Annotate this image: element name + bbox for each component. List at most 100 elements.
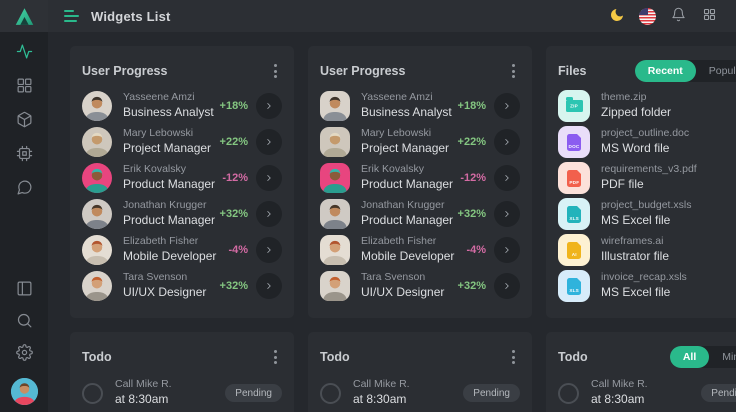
user-name: Jonathan Krugger [123,199,207,212]
content: User Progress Yasseene Amzi Business Anal… [48,32,736,412]
flag-us-icon[interactable] [639,7,656,25]
file-icon: AI [567,241,581,259]
user-detail-button[interactable] [494,93,520,119]
user-photo [320,163,350,193]
todo-title: Call Mike R. [353,378,410,391]
file-name: invoice_recap.xsls [601,271,687,284]
chevron-right-icon [264,243,274,258]
sidebar-item-chat[interactable] [9,175,39,203]
sidebar-item-activity[interactable] [9,39,39,67]
todo-checkbox[interactable] [320,382,341,404]
apps-grid-button[interactable] [700,7,718,25]
user-role: Mobile Developer [361,249,455,264]
card-menu-button[interactable] [269,60,282,81]
user-detail-button[interactable] [494,201,520,227]
file-type: MS Word file [601,141,670,156]
user-role: Project Manager [123,141,212,156]
filter-popular-button[interactable]: Popular [696,60,736,82]
todo-time: at 8:30am [353,392,407,407]
change-percent: -12% [460,172,486,184]
todo-list: Call Mike R.at 8:30amPendingFinish docum… [82,374,282,412]
user-photo [320,127,350,157]
chevron-right-icon [264,99,274,114]
user-detail-button[interactable] [256,201,282,227]
user-photo [320,271,350,301]
user-detail-button[interactable] [494,237,520,263]
user-name: Yasseene Amzi [123,91,195,104]
chevron-right-icon [264,171,274,186]
chevron-right-icon [264,135,274,150]
sidebar-item-search[interactable] [9,308,39,336]
user-detail-button[interactable] [256,129,282,155]
chevron-right-icon [502,171,512,186]
user-name: Erik Kovalsky [361,163,425,176]
user-detail-button[interactable] [494,273,520,299]
user-photo [82,127,112,157]
change-percent: +32% [457,208,486,220]
user-avatar[interactable] [10,378,38,405]
sidebar-nav-bottom [9,276,39,412]
user-detail-button[interactable] [256,93,282,119]
filter-all-button[interactable]: All [669,346,710,368]
filter-recent-button[interactable]: Recent [634,60,696,82]
notifications-button[interactable] [669,7,687,25]
card-title: User Progress [82,64,168,78]
file-type-icon: DOC [558,126,590,158]
card-menu-button[interactable] [507,346,520,367]
change-percent: -12% [222,172,248,184]
user-name: Tara Svenson [361,271,426,284]
file-list: ZIP theme.zip Zipped folder DOC project_outl… [558,88,736,306]
todo-status-badge: Pending [225,384,282,402]
activity-icon [16,43,33,63]
menu-toggle-button[interactable] [64,10,80,22]
user-detail-button[interactable] [494,165,520,191]
user-detail-button[interactable] [256,237,282,263]
todo-checkbox[interactable] [82,382,103,404]
user-name: Elizabeth Fisher [361,235,437,248]
user-detail-button[interactable] [256,273,282,299]
user-role: Business Analyst [361,105,452,120]
box-icon [16,111,33,131]
card-menu-button[interactable] [269,346,282,367]
user-detail-button[interactable] [256,165,282,191]
todo-checkbox[interactable] [558,382,579,404]
todo-title: Call Mike R. [591,378,648,391]
file-name: project_budget.xsls [601,199,692,212]
sidebar-item-settings[interactable] [9,340,39,368]
user-role: UI/UX Designer [361,285,445,300]
todo-list: Call Mike R.at 8:30amPendingFinish docum… [320,374,520,412]
card-title: User Progress [320,64,406,78]
sidebar [0,0,48,412]
file-icon: XLS [567,277,581,295]
sidebar-item-layout[interactable] [9,276,39,304]
page-title: Widgets List [91,8,171,24]
user-role: UI/UX Designer [123,285,207,300]
file-name: theme.zip [601,91,647,104]
user-row: Yasseene Amzi Business Analyst +18% [320,88,520,124]
chat-icon [16,179,33,199]
user-name: Jonathan Krugger [361,199,445,212]
user-row: Elizabeth Fisher Mobile Developer -4% [320,232,520,268]
user-detail-button[interactable] [494,129,520,155]
file-type-icon: XLS [558,198,590,230]
change-percent: +32% [457,280,486,292]
filter-mine-button[interactable]: Mine [709,346,736,368]
todo-row: Call Mike R.at 8:30am Pending [82,374,282,412]
sidebar-item-box[interactable] [9,107,39,135]
file-type-icon: XLS [558,270,590,302]
card-title: Todo [558,350,588,364]
user-photo [320,199,350,229]
file-type: MS Excel file [601,285,671,300]
sidebar-item-chip[interactable] [9,141,39,169]
file-name: wireframes.ai [601,235,664,248]
user-name: Mary Lebowski [123,127,194,140]
user-photo [82,91,112,121]
dark-mode-toggle-button[interactable] [608,7,626,25]
card-user-progress-2: User Progress Yasseene Amzi Business Anal… [308,46,532,318]
widgets-icon [16,77,33,97]
sidebar-item-widgets[interactable] [9,73,39,101]
app-logo[interactable] [0,0,48,32]
card-todo-3: Todo All Mine Call Mike R.at 8:30am Pendi… [546,332,736,412]
card-menu-button[interactable] [507,60,520,81]
triangle-logo-icon [15,7,33,25]
